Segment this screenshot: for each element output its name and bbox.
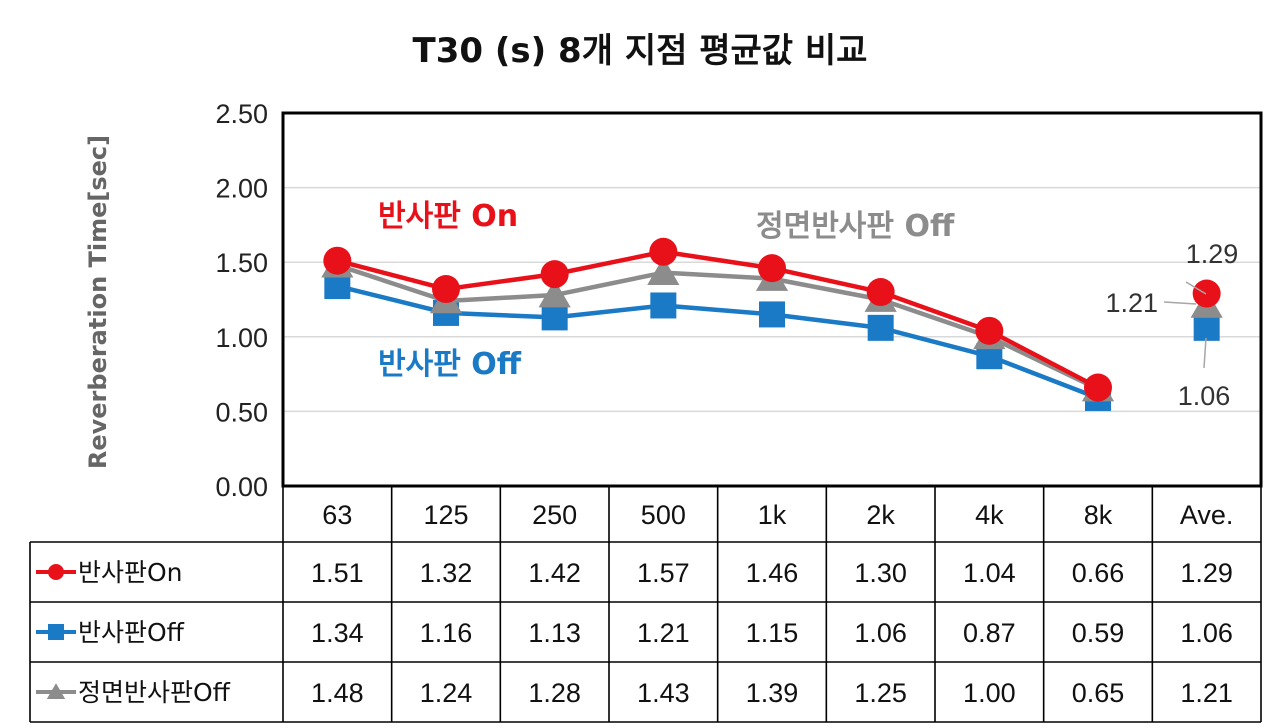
annotations: 반사판 On 정면반사판 Off 반사판 Off 1.29 1.21 1.06 (378, 199, 1238, 411)
y-tick-labels: 0.00 0.50 1.00 1.50 2.00 2.50 (215, 99, 268, 502)
leader-line (1203, 337, 1207, 369)
data-point (759, 301, 785, 328)
table-value: 1.21 (1180, 678, 1233, 708)
series-line (336, 283, 1099, 401)
series-name: 반사판Off (78, 618, 185, 647)
data-point (538, 279, 571, 308)
table-value: 1.06 (1180, 618, 1233, 648)
category-label: 8k (1084, 500, 1113, 530)
table-value: 1.24 (420, 678, 473, 708)
table-value: 1.28 (528, 678, 581, 708)
y-tick-label: 1.50 (215, 248, 268, 278)
data-point (432, 275, 460, 304)
category-label: Ave. (1180, 500, 1234, 530)
data-point (650, 292, 677, 319)
y-tick-label: 2.00 (215, 174, 268, 204)
data-point (867, 314, 894, 341)
y-tick-label: 0.50 (215, 397, 268, 427)
y-axis-label: Reverberation Time[sec] (84, 135, 112, 469)
table-value: 1.39 (746, 678, 799, 708)
table-value: 1.34 (311, 618, 364, 648)
data-point (758, 254, 786, 283)
chart-title: T30 (s) 8개 지점 평균값 비교 (413, 31, 868, 71)
y-tick-label: 0.00 (215, 472, 268, 502)
table-value: 0.66 (1072, 558, 1125, 588)
data-table: 63 125 250 500 1k 2k 4k 8k Ave. 반사판On 1.51 1.32 1.42… (29, 486, 1262, 723)
category-label: 2k (866, 500, 895, 530)
y-tick-label: 1.00 (215, 323, 268, 353)
table-value: 1.46 (746, 558, 799, 588)
table-value: 1.32 (420, 558, 473, 588)
table-value: 1.43 (637, 678, 690, 708)
category-label: 500 (641, 500, 686, 530)
series-annotation: 반사판 On (378, 199, 518, 234)
table-value: 0.87 (963, 618, 1016, 648)
data-point (323, 246, 352, 275)
table-value: 1.21 (637, 618, 690, 648)
table-value: 1.04 (963, 558, 1016, 588)
y-tick-label: 2.50 (215, 99, 268, 129)
table-value: 1.57 (637, 558, 690, 588)
series-name: 정면반사판Off (78, 678, 231, 707)
table-value: 1.42 (528, 558, 581, 588)
data-point (866, 278, 895, 307)
data-point (647, 257, 680, 285)
table-value: 1.29 (1180, 558, 1233, 588)
table-value: 0.65 (1072, 678, 1125, 708)
category-label: 1k (758, 500, 787, 530)
table-value: 0.59 (1072, 618, 1125, 648)
data-point (540, 260, 569, 289)
category-label: 63 (322, 500, 352, 530)
table-value: 1.16 (420, 618, 473, 648)
table-value: 1.00 (963, 678, 1016, 708)
ave-data-label: 1.21 (1105, 288, 1158, 318)
category-label: 4k (975, 500, 1004, 530)
table-value: 1.25 (854, 678, 907, 708)
series-annotation: 정면반사판 Off (756, 209, 955, 244)
table-value: 1.30 (854, 558, 907, 588)
table-value: 1.13 (528, 618, 581, 648)
series-lines (321, 237, 1223, 411)
data-point (649, 237, 678, 266)
series-name: 반사판On (78, 558, 183, 587)
data-point (1192, 279, 1221, 308)
data-point (1084, 373, 1112, 402)
table-value: 1.48 (311, 678, 364, 708)
legend-key-marker (48, 624, 64, 640)
data-point (975, 316, 1004, 345)
series-반사판On (323, 237, 1221, 402)
series-annotation: 반사판 Off (378, 347, 522, 382)
table-value: 1.06 (854, 618, 907, 648)
data-point (541, 304, 568, 331)
legend-key-marker (46, 683, 66, 700)
legend-key-marker (48, 564, 64, 580)
series-line (336, 249, 1100, 390)
category-label: 250 (532, 500, 577, 530)
category-label: 125 (423, 500, 468, 530)
table-value: 1.51 (311, 558, 364, 588)
series-line (336, 263, 1099, 392)
leader-line (1163, 301, 1197, 305)
leader-line (1185, 281, 1207, 295)
table-value: 1.15 (746, 618, 799, 648)
ave-data-label: 1.29 (1186, 239, 1239, 269)
ave-data-label: 1.06 (1178, 381, 1231, 411)
plot-area-border (281, 111, 1263, 488)
data-point (1193, 314, 1220, 341)
